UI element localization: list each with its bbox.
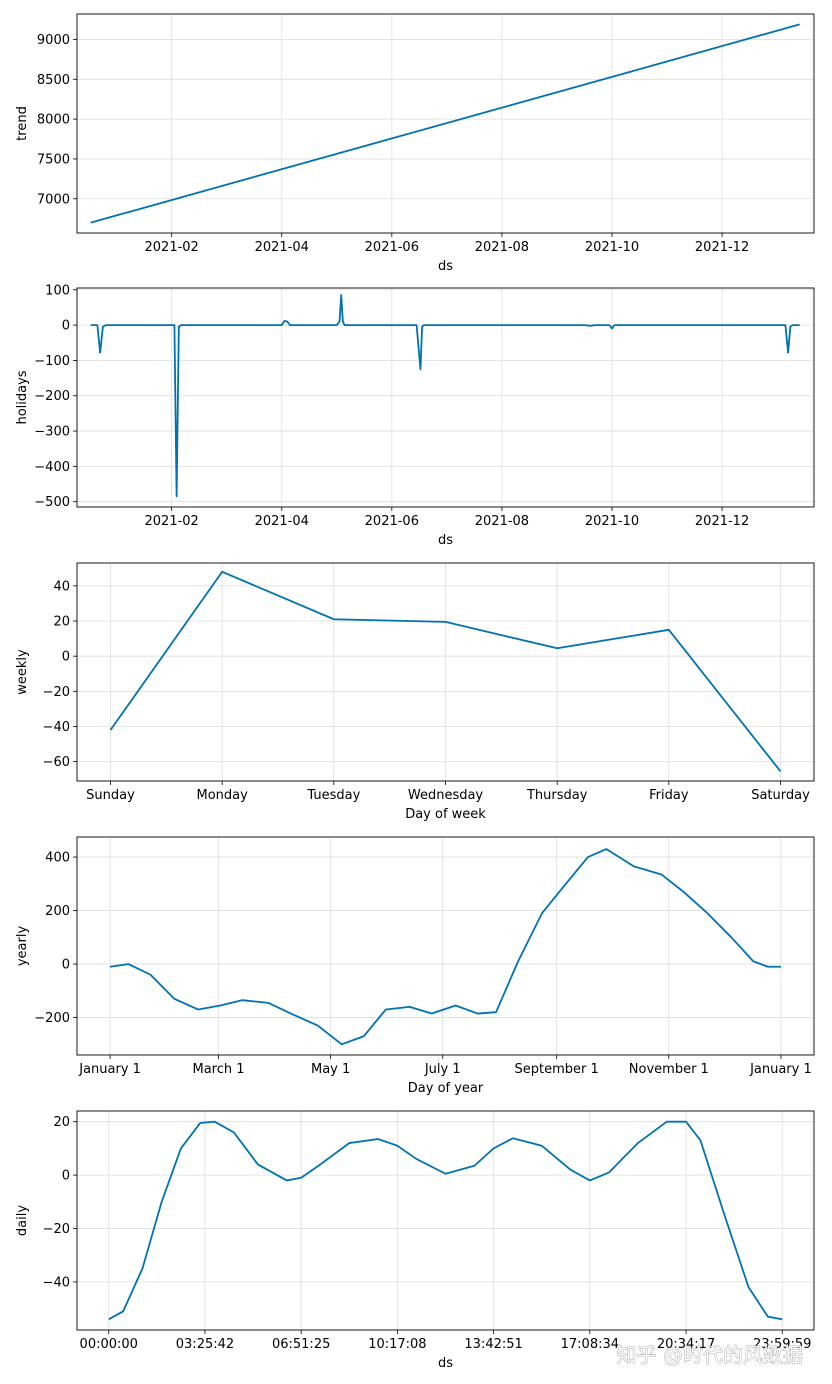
holidays-ytick-label-0: −500 (34, 495, 70, 510)
holidays-xtick-label-4: 2021-10 (585, 514, 639, 529)
weekly-ytick-label-3: 0 (62, 650, 70, 665)
weekly-ytick-label-5: 40 (53, 579, 70, 594)
trend-panel: 2021-02 2021-04 2021-06 2021-08 2021-10 2021-… (15, 13, 815, 274)
weekly-xtick-label-6: Saturday (751, 788, 810, 803)
holidays-ytick-label-3: −200 (34, 389, 70, 404)
holidays-xtick-label-1: 2021-04 (255, 514, 309, 529)
daily-xtick-label-1: 03:25:42 (176, 1337, 234, 1352)
daily-xtick-label-6: 20:34:17 (657, 1337, 715, 1352)
weekly-xtick-label-4: Thursday (526, 788, 588, 803)
daily-xtick-label-4: 13:42:51 (464, 1337, 522, 1352)
trend-xtick-label-3: 2021-08 (475, 240, 529, 255)
daily-xtick-label-5: 17:08:34 (561, 1337, 619, 1352)
daily-xtick-label-3: 10:17:08 (368, 1337, 426, 1352)
daily-y-axis-label: daily (15, 1205, 30, 1236)
weekly-ytick-label-4: 20 (53, 615, 70, 630)
trend-ytick-label-1: 7500 (37, 152, 70, 167)
trend-series-line-0 (90, 23, 800, 224)
trend-x-axis-label: ds (438, 259, 453, 274)
weekly-xtick-label-5: Friday (649, 788, 689, 803)
holidays-ytick-label-2: −300 (34, 425, 70, 440)
holidays-panel: 2021-02 2021-04 2021-06 2021-08 2021-10 2021-… (15, 283, 815, 548)
daily-series-line-0 (108, 1120, 783, 1321)
yearly-ytick-label-2: 200 (45, 904, 70, 919)
daily-xtick-label-2: 06:51:25 (272, 1337, 330, 1352)
trend-ytick-label-0: 7000 (37, 192, 70, 207)
trend-axes-frame (76, 13, 815, 234)
yearly-ytick-label-3: 400 (45, 851, 70, 866)
weekly-y-axis-label: weekly (15, 649, 30, 695)
yearly-xtick-label-3: July 1 (424, 1062, 461, 1077)
yearly-panel: January 1 March 1 May 1 July 1 September 1 No… (15, 836, 815, 1096)
daily-ytick-label-2: 0 (62, 1169, 70, 1184)
holidays-xtick-label-2: 2021-06 (365, 514, 419, 529)
holidays-ytick-label-1: −400 (34, 460, 70, 475)
trend-ytick-label-2: 8000 (37, 113, 70, 128)
daily-xtick-label-0: 00:00:00 (80, 1337, 138, 1352)
holidays-x-axis-label: ds (438, 533, 453, 548)
daily-x-axis-label: ds (438, 1356, 453, 1371)
yearly-y-axis-label: yearly (15, 926, 30, 967)
weekly-series-line-0 (109, 570, 782, 772)
weekly-x-axis-label: Day of week (405, 807, 486, 822)
holidays-xtick-label-5: 2021-12 (695, 514, 749, 529)
yearly-ytick-label-1: 0 (62, 958, 70, 973)
trend-xtick-label-2: 2021-06 (365, 240, 419, 255)
trend-xtick-label-1: 2021-04 (255, 240, 309, 255)
yearly-xtick-label-0: January 1 (78, 1062, 141, 1077)
holidays-xtick-label-3: 2021-08 (475, 514, 529, 529)
holidays-xtick-label-0: 2021-02 (145, 514, 199, 529)
yearly-xtick-label-1: March 1 (192, 1062, 244, 1077)
weekly-xtick-label-2: Tuesday (306, 788, 360, 803)
holidays-axes-frame (76, 287, 815, 508)
holidays-ytick-label-5: 0 (62, 319, 70, 334)
daily-ytick-label-3: 20 (53, 1115, 70, 1130)
weekly-xtick-label-0: Sunday (86, 788, 135, 803)
trend-ytick-label-3: 8500 (37, 73, 70, 88)
trend-xtick-label-4: 2021-10 (585, 240, 639, 255)
yearly-x-axis-label: Day of year (408, 1081, 484, 1096)
yearly-xtick-label-6: January 1 (749, 1062, 812, 1077)
weekly-xtick-label-3: Wednesday (408, 788, 484, 803)
holidays-series-line-0 (90, 294, 800, 498)
yearly-ytick-label-0: −200 (34, 1011, 70, 1026)
weekly-ytick-label-1: −40 (43, 720, 70, 735)
yearly-series-line-0 (109, 848, 781, 1046)
daily-panel: 00:00:00 03:25:42 06:51:25 10:17:08 13:42:51… (15, 1110, 815, 1371)
yearly-xtick-label-2: May 1 (311, 1062, 350, 1077)
yearly-axes-frame (76, 836, 815, 1056)
daily-axes-frame (76, 1110, 815, 1331)
yearly-xtick-label-4: September 1 (515, 1062, 599, 1077)
yearly-xtick-label-5: November 1 (629, 1062, 709, 1077)
weekly-xtick-label-1: Monday (197, 788, 249, 803)
daily-xtick-label-7: 23:59:59 (753, 1337, 811, 1352)
holidays-ytick-label-6: 100 (45, 283, 70, 298)
daily-ytick-label-0: −40 (43, 1275, 70, 1290)
daily-ytick-label-1: −20 (43, 1222, 70, 1237)
trend-xtick-label-0: 2021-02 (145, 240, 199, 255)
weekly-ytick-label-2: −20 (43, 685, 70, 700)
trend-xtick-label-5: 2021-12 (695, 240, 749, 255)
weekly-panel: Sunday Monday Tuesday Wednesday Thursday Frid… (15, 562, 815, 822)
trend-y-axis-label: trend (15, 106, 30, 141)
weekly-axes-frame (76, 562, 815, 782)
holidays-y-axis-label: holidays (15, 370, 30, 424)
holidays-ytick-label-4: −100 (34, 354, 70, 369)
trend-ytick-label-4: 9000 (37, 33, 70, 48)
watermark-text: 知乎 @时代的风数据 (617, 1343, 803, 1367)
weekly-ytick-label-0: −60 (43, 755, 70, 770)
